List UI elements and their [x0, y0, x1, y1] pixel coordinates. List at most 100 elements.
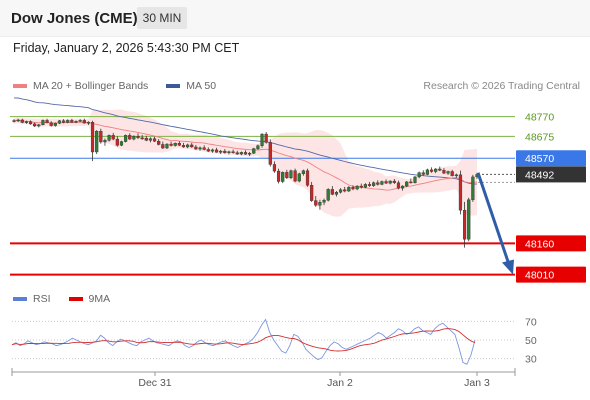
candle-body	[256, 145, 260, 149]
instrument-title: Dow Jones (CME)	[11, 10, 138, 27]
legend-item-ma-bb: MA 20 + Bollinger Bands	[13, 80, 148, 92]
candle-body	[165, 143, 169, 149]
candle-body	[169, 143, 173, 146]
legend-item-9ma: 9MA	[68, 293, 111, 305]
candle-body	[363, 184, 367, 188]
candle-body	[161, 144, 165, 149]
candle-body	[124, 135, 128, 142]
bollinger-band	[14, 109, 477, 217]
candle-body	[49, 122, 53, 126]
candle-body	[450, 171, 454, 176]
candle-body	[239, 152, 243, 155]
candle-body	[446, 171, 450, 174]
candle-body	[330, 189, 334, 195]
candle-body	[462, 209, 467, 240]
candle-body	[219, 150, 223, 153]
candle-body	[181, 145, 186, 148]
candle-body	[119, 141, 124, 146]
candle-body	[343, 189, 347, 192]
candle-body	[400, 185, 405, 189]
candle-body	[24, 121, 29, 123]
candle-body	[276, 170, 281, 182]
candle-body	[206, 149, 210, 152]
candle-body	[347, 187, 351, 192]
candle-body	[438, 168, 442, 171]
candle-body	[285, 172, 289, 178]
candle-body	[214, 149, 219, 153]
candle-body	[16, 119, 20, 122]
candle-body	[70, 120, 74, 123]
candle-body	[281, 172, 285, 182]
x-tick-label: Dec 31	[138, 377, 171, 389]
candle-body	[202, 147, 206, 150]
level-badge-48160	[516, 235, 586, 252]
candle-body	[82, 120, 86, 124]
ma50-swatch	[166, 84, 181, 88]
candle-body	[392, 180, 396, 183]
candle-body	[243, 152, 248, 155]
candle-body	[198, 147, 202, 150]
candle-body	[454, 174, 458, 177]
level-label-48675: 48675	[525, 131, 554, 143]
chart-datetime: Friday, January 2, 2026 5:43:30 PM CET	[13, 41, 240, 55]
rsi-9ma-line	[11, 328, 476, 352]
candle-body	[409, 181, 413, 184]
x-tick-label: Jan 3	[464, 377, 490, 389]
candle-body	[103, 140, 107, 143]
candle-body	[314, 200, 318, 206]
candle-body	[434, 168, 438, 172]
candle-body	[429, 169, 434, 172]
candle-body	[372, 182, 376, 186]
candle-body	[293, 170, 297, 182]
candle-body	[442, 170, 446, 174]
legend-item-rsi: RSI	[13, 293, 51, 305]
candle-body	[421, 172, 425, 175]
candle-body	[57, 120, 62, 124]
candle-body	[152, 138, 157, 142]
candle-body	[359, 185, 363, 188]
candle-body	[289, 170, 293, 178]
candle-body	[28, 121, 33, 125]
candle-body	[355, 185, 359, 190]
candle-body	[190, 144, 194, 148]
level-label-48570: 48570	[525, 153, 554, 165]
candle-body	[297, 173, 301, 182]
rsi-tick-30: 30	[525, 354, 537, 366]
candle-body	[384, 181, 388, 184]
candle-body	[413, 176, 417, 183]
candle-body	[132, 135, 136, 140]
candle-body	[62, 120, 66, 123]
candle-body	[396, 182, 401, 189]
candle-body	[20, 119, 24, 123]
timeframe-badge[interactable]: 30 MIN	[137, 7, 187, 29]
candle-body	[45, 120, 49, 124]
candle-body	[231, 151, 235, 153]
candle-body	[272, 164, 277, 172]
candle-body	[37, 124, 41, 127]
candle-body	[223, 150, 227, 153]
candle-body	[157, 140, 161, 145]
candle-body	[264, 133, 268, 143]
candle-body	[177, 143, 181, 146]
candle-body	[322, 199, 326, 203]
research-credit: Research © 2026 Trading Central	[423, 80, 580, 92]
candle-body	[12, 120, 16, 122]
candle-body	[86, 122, 91, 124]
level-badge-48570	[516, 150, 586, 167]
ma50-line	[13, 97, 478, 185]
candle-body	[148, 138, 153, 141]
candle-body	[326, 189, 330, 201]
legend-label-9ma: 9MA	[88, 293, 111, 305]
legend-label-rsi: RSI	[33, 293, 51, 305]
candle-body	[186, 144, 190, 148]
level-label-48010: 48010	[525, 270, 554, 282]
candle-body	[405, 181, 409, 187]
level-label-48770: 48770	[525, 112, 554, 124]
candle-body	[115, 138, 119, 146]
candle-body	[417, 172, 421, 178]
rsi-swatch	[13, 297, 27, 301]
candle-body	[318, 202, 322, 206]
last-price-label: 48492	[525, 169, 554, 181]
forecast-arrow-shaft	[476, 172, 511, 266]
